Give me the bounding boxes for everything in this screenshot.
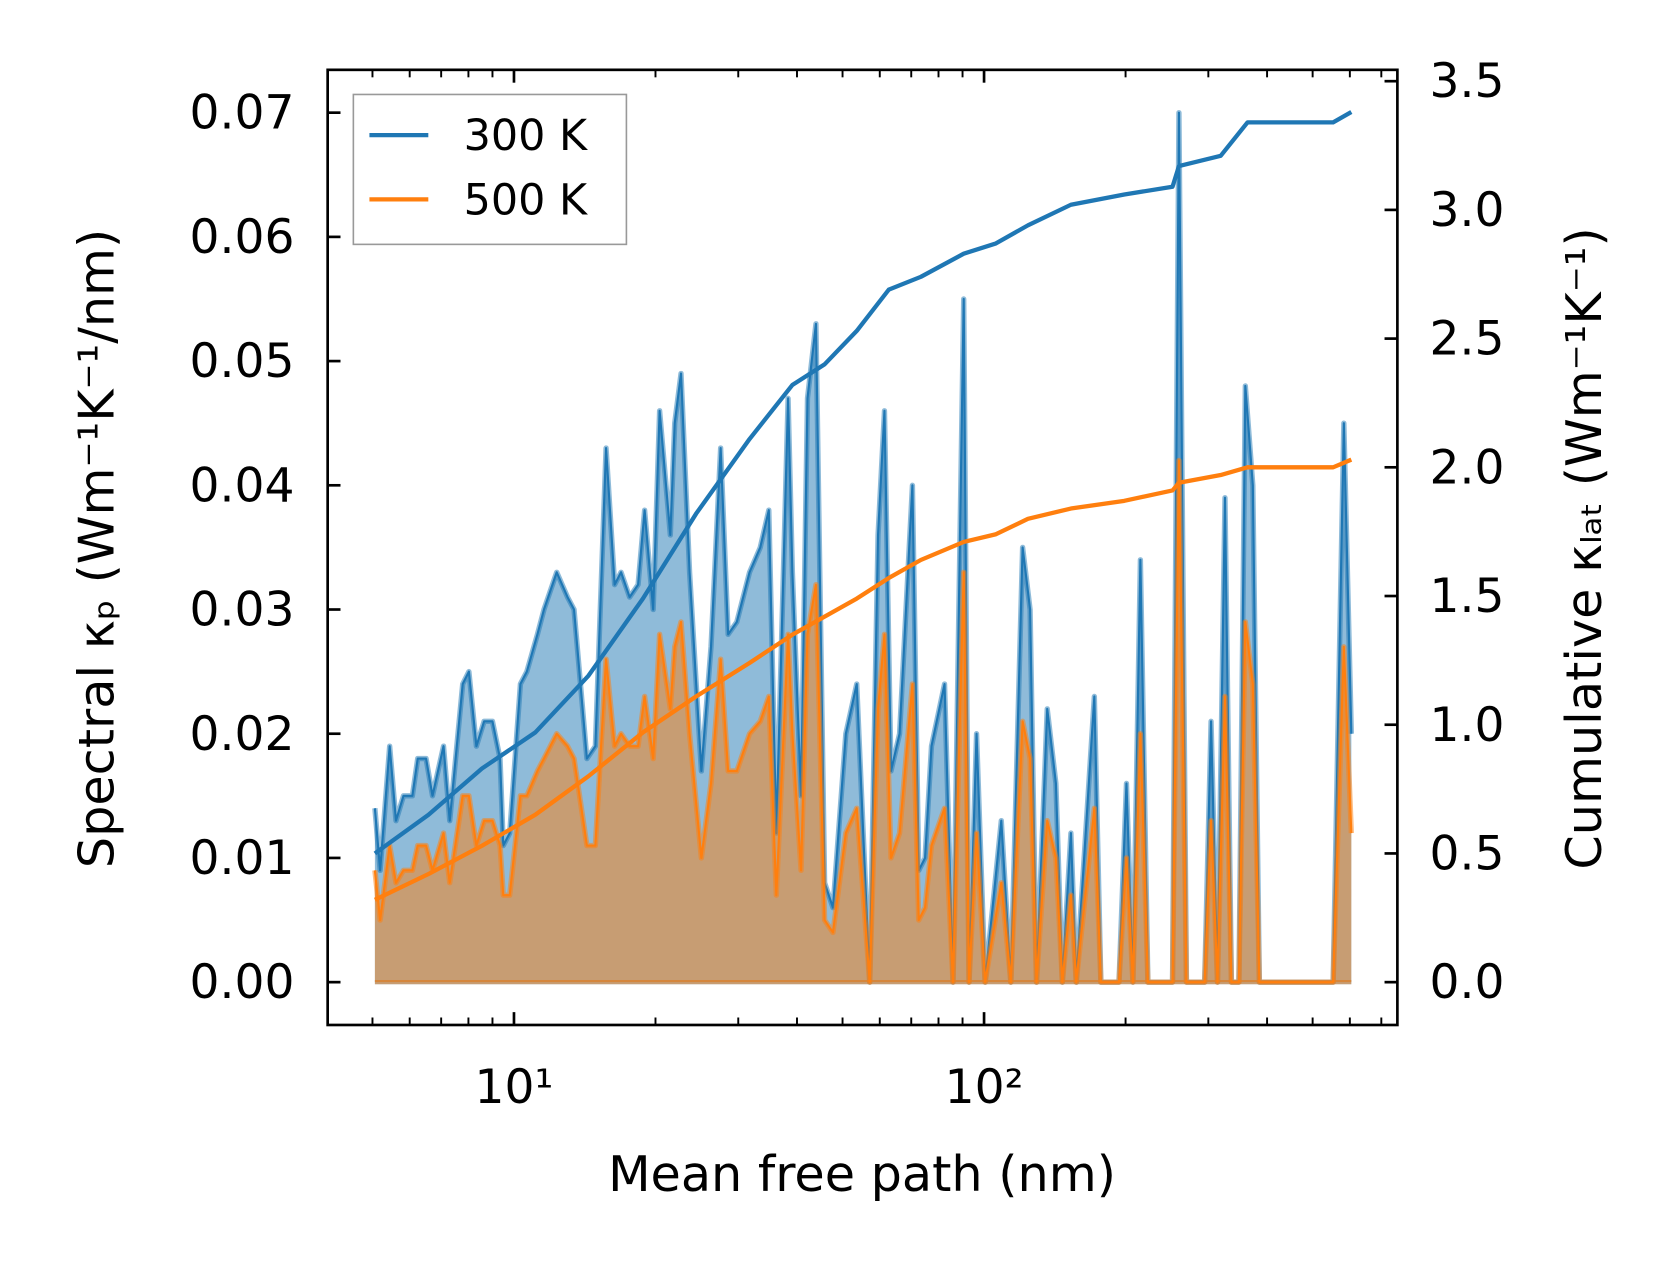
- spectral-fill-500k: [374, 460, 1352, 983]
- y-tick-label-left: 0.07: [190, 86, 295, 141]
- y-tick-label-left: 0.03: [190, 583, 295, 638]
- y-tick-label-right: 0.5: [1430, 827, 1505, 882]
- y-tick-label-left: 0.02: [190, 707, 295, 762]
- y-tick-label-right: 2.0: [1430, 440, 1505, 495]
- y-tick-label-right: 1.0: [1430, 698, 1505, 753]
- spectral-fills: [372, 109, 1355, 985]
- cumulative-line-300k: [373, 110, 1353, 856]
- y-tick-label-right: 2.5: [1430, 312, 1505, 367]
- legend-label-300k: 300 K: [464, 111, 588, 161]
- cumulative-line-500k: [373, 457, 1353, 902]
- y-axis-title-right: Cumulative κₗₐₜ (Wm⁻¹K⁻¹): [1555, 227, 1613, 869]
- x-axis-title: Mean free path (nm): [608, 1145, 1116, 1203]
- y-axis-title-left: Spectral κₚ (Wm⁻¹K⁻¹/nm): [68, 229, 126, 868]
- series-lines: [373, 110, 1353, 902]
- x-tick-label: 10²: [945, 1060, 1024, 1115]
- y-tick-label-right: 3.0: [1430, 183, 1505, 238]
- x-tick-label: 10¹: [475, 1060, 554, 1115]
- axis-ticks: 0.00 0.01 0.02 0.03 0.04 0.05 0.06 0.07 0.0 0.5 1.…: [190, 54, 1505, 1115]
- plot-frame: [326, 68, 1399, 1027]
- y-tick-label-left: 0.00: [190, 955, 295, 1010]
- y-tick-label-right: 0.0: [1430, 955, 1505, 1010]
- y-tick-label-left: 0.01: [190, 831, 295, 886]
- legend-box: [352, 93, 628, 246]
- y-tick-label-left: 0.05: [190, 334, 295, 389]
- legend: 300 K 500 K: [352, 93, 628, 246]
- y-tick-label-right: 1.5: [1430, 569, 1505, 624]
- legend-label-500k: 500 K: [464, 175, 588, 225]
- y-tick-label-right: 3.5: [1430, 54, 1505, 109]
- y-tick-label-left: 0.04: [190, 458, 295, 513]
- y-tick-label-left: 0.06: [190, 210, 295, 265]
- spectral-line-500k: [373, 459, 1353, 984]
